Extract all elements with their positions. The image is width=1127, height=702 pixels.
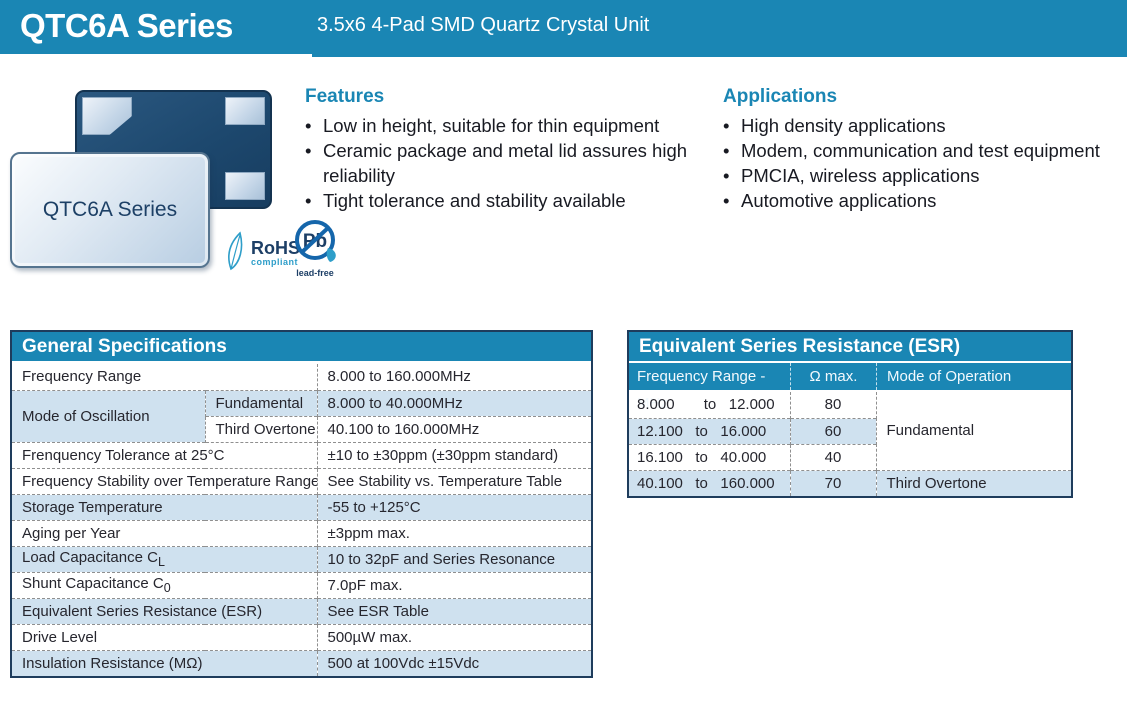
applications-section: Applications High density applications M… bbox=[723, 86, 1127, 213]
table-row: Frequency Range 8.000 to 160.000MHz bbox=[12, 364, 591, 390]
spec-value: 500 at 100Vdc ±15Vdc bbox=[316, 649, 591, 676]
feature-item: Tight tolerance and stability available bbox=[305, 188, 717, 213]
esr-table: Equivalent Series Resistance (ESR) Frequ… bbox=[627, 330, 1073, 498]
table-row: 12.100 to 16.000 60 bbox=[629, 417, 1071, 444]
application-item: Automotive applications bbox=[723, 188, 1127, 213]
esr-range: 40.100 to 160.000 bbox=[629, 469, 790, 496]
spec-label: Equivalent Series Resistance (ESR) bbox=[12, 597, 317, 624]
spec-value: See ESR Table bbox=[316, 597, 591, 624]
header-title-block: QTC6A Series bbox=[0, 0, 312, 54]
spec-value: 10 to 32pF and Series Resonance bbox=[316, 545, 591, 572]
application-text: Automotive applications bbox=[741, 190, 937, 211]
lead-free-badge: Pb lead-free bbox=[288, 218, 342, 278]
lead-free-label: lead-free bbox=[296, 268, 334, 278]
table-row: Drive Level 500µW max. bbox=[12, 623, 591, 650]
page-title: QTC6A Series bbox=[20, 7, 233, 44]
header-subtitle-block: 3.5x6 4-Pad SMD Quartz Crystal Unit bbox=[312, 0, 1127, 57]
table-row: Shunt Capacitance C0 7.0pF max. bbox=[12, 571, 591, 598]
table-row: Frequency Stability over Temperature Ran… bbox=[12, 467, 591, 494]
spec-value: 8.000 to 40.000MHz bbox=[316, 389, 591, 416]
column-header: Frequency Range - MHz bbox=[637, 368, 766, 412]
table-row: Mode of Oscillation Fundamental 8.000 to… bbox=[12, 389, 591, 442]
features-section: Features Low in height, suitable for thi… bbox=[305, 86, 717, 213]
esr-mode: Third Overtone bbox=[875, 469, 1071, 496]
esr-column-headers: Frequency Range - MHz Ω max. Mode of Ope… bbox=[629, 363, 1071, 412]
table-row: Aging per Year ±3ppm max. bbox=[12, 519, 591, 546]
feature-text: Low in height, suitable for thin equipme… bbox=[323, 115, 660, 136]
feature-text: Ceramic package and metal lid assures hi… bbox=[323, 140, 688, 186]
spec-label: Drive Level bbox=[12, 623, 317, 650]
table-row: Equivalent Series Resistance (ESR) See E… bbox=[12, 597, 591, 624]
esr-ohm: 70 bbox=[789, 469, 876, 496]
spec-value: See Stability vs. Temperature Table bbox=[316, 467, 591, 494]
application-text: Modem, communication and test equipment bbox=[741, 140, 1100, 161]
package-pad-icon bbox=[225, 97, 265, 125]
general-specs-title: General Specifications bbox=[12, 332, 591, 361]
table-row: 8.000 to 12.000 80 Fundamental bbox=[629, 392, 1071, 470]
column-header: Ω max. bbox=[790, 363, 876, 390]
table-row: Load Capacitance CL 10 to 32pF and Serie… bbox=[12, 545, 591, 572]
esr-title: Equivalent Series Resistance (ESR) bbox=[629, 332, 1071, 361]
spec-label: Insulation Resistance (MΩ) bbox=[12, 649, 317, 676]
spec-label: Frenquency Tolerance at 25°C bbox=[12, 441, 317, 468]
rohs-compliant-label: compliant bbox=[251, 257, 299, 267]
table-row: Third Overtone 40.100 to 160.000MHz bbox=[12, 415, 591, 442]
feature-item: Low in height, suitable for thin equipme… bbox=[305, 113, 717, 138]
esr-ohm: 60 bbox=[789, 417, 876, 444]
application-item: PMCIA, wireless applications bbox=[723, 163, 1127, 188]
spec-value: 7.0pF max. bbox=[316, 571, 591, 598]
rohs-badge: RoHS compliant bbox=[225, 224, 320, 282]
spec-label: Frequency Stability over Temperature Ran… bbox=[12, 467, 317, 494]
esr-range: 8.000 to 12.000 bbox=[637, 396, 775, 414]
spec-value: ±10 to ±30ppm (±30ppm standard) bbox=[316, 441, 591, 468]
spec-label: Aging per Year bbox=[12, 519, 317, 546]
spec-value: 40.100 to 160.000MHz bbox=[316, 415, 591, 442]
spec-label: Mode of Oscillation bbox=[12, 389, 205, 442]
column-header: Mode of Operation bbox=[876, 363, 1071, 390]
table-row: 40.100 to 160.000 70 Third Overtone bbox=[629, 469, 1071, 496]
spec-value: 500µW max. bbox=[316, 623, 591, 650]
spec-sublabel: Third Overtone bbox=[204, 415, 317, 442]
application-text: High density applications bbox=[741, 115, 946, 136]
application-text: PMCIA, wireless applications bbox=[741, 165, 980, 186]
esr-ohm: 40 bbox=[789, 443, 876, 470]
package-pad-icon bbox=[82, 97, 132, 135]
table-row: Insulation Resistance (MΩ) 500 at 100Vdc… bbox=[12, 649, 591, 676]
feature-item: Ceramic package and metal lid assures hi… bbox=[305, 138, 717, 188]
spec-label: Storage Temperature bbox=[12, 493, 317, 520]
spec-value: ±3ppm max. bbox=[316, 519, 591, 546]
general-specifications-table: General Specifications Frequency Range 8… bbox=[10, 330, 593, 678]
table-row: 16.100 to 40.000 40 bbox=[629, 443, 1071, 470]
feature-text: Tight tolerance and stability available bbox=[323, 190, 626, 211]
esr-mode: Fundamental bbox=[875, 392, 1071, 470]
applications-heading: Applications bbox=[723, 86, 838, 107]
package-pad-icon bbox=[225, 172, 265, 200]
application-item: Modem, communication and test equipment bbox=[723, 138, 1127, 163]
spec-value: 8.000 to 160.000MHz bbox=[316, 364, 591, 390]
crystal-package-top-image: QTC6A Series bbox=[10, 152, 210, 268]
esr-ohm: 80 bbox=[789, 392, 876, 418]
pb-free-icon: Pb bbox=[295, 220, 336, 262]
spec-value: -55 to +125°C bbox=[316, 493, 591, 520]
leaf-icon bbox=[228, 231, 243, 271]
table-row: Frenquency Tolerance at 25°C ±10 to ±30p… bbox=[12, 441, 591, 468]
application-item: High density applications bbox=[723, 113, 1127, 138]
esr-range: 12.100 to 16.000 bbox=[629, 417, 790, 444]
features-heading: Features bbox=[305, 86, 385, 107]
table-row: Storage Temperature -55 to +125°C bbox=[12, 493, 591, 520]
rohs-label: RoHS bbox=[251, 238, 300, 258]
spec-label: Shunt Capacitance C0 bbox=[12, 571, 317, 598]
spec-label: Load Capacitance CL bbox=[12, 545, 317, 572]
spec-sublabel: Fundamental bbox=[204, 389, 317, 416]
spec-label: Frequency Range bbox=[22, 368, 142, 386]
esr-range: 16.100 to 40.000 bbox=[629, 443, 790, 470]
page-subtitle: 3.5x6 4-Pad SMD Quartz Crystal Unit bbox=[317, 14, 650, 36]
package-label: QTC6A Series bbox=[42, 198, 178, 221]
